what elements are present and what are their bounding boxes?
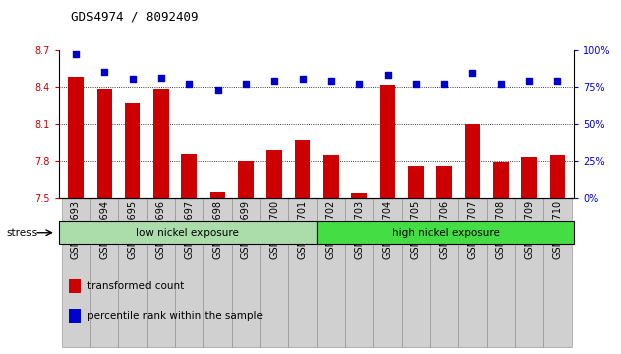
Bar	[379, 85, 396, 198]
Bar	[68, 77, 84, 198]
Bar	[175, 198, 204, 347]
Bar	[210, 192, 225, 198]
Bar	[125, 103, 140, 198]
Bar	[62, 198, 90, 347]
Bar	[317, 198, 345, 347]
Point	[99, 69, 109, 75]
Bar	[515, 198, 543, 347]
Bar	[204, 198, 232, 347]
Point	[156, 75, 166, 81]
Bar	[543, 198, 571, 347]
Bar	[260, 198, 288, 347]
Bar	[351, 193, 367, 198]
Bar	[317, 221, 574, 244]
Point	[297, 76, 307, 82]
Bar	[408, 166, 424, 198]
Text: percentile rank within the sample: percentile rank within the sample	[88, 311, 263, 321]
Bar	[437, 166, 452, 198]
Bar	[147, 198, 175, 347]
Bar	[493, 162, 509, 198]
Bar	[90, 198, 119, 347]
Bar	[430, 198, 458, 347]
Point	[354, 81, 364, 87]
Point	[383, 72, 392, 78]
Bar	[487, 198, 515, 347]
Bar	[521, 157, 537, 198]
Bar	[119, 198, 147, 347]
Point	[184, 81, 194, 87]
Bar	[70, 309, 81, 323]
Bar	[153, 89, 169, 198]
Point	[524, 78, 534, 84]
Bar	[238, 161, 254, 198]
Bar	[295, 140, 310, 198]
Bar	[458, 198, 487, 347]
Bar	[266, 150, 282, 198]
Point	[496, 81, 505, 87]
Point	[468, 70, 478, 76]
Bar	[345, 198, 373, 347]
Text: low nickel exposure: low nickel exposure	[137, 228, 239, 238]
Point	[553, 78, 563, 84]
Point	[326, 78, 336, 84]
Point	[241, 81, 251, 87]
Point	[411, 81, 421, 87]
Text: GDS4974 / 8092409: GDS4974 / 8092409	[71, 11, 199, 24]
Bar	[323, 155, 338, 198]
Text: transformed count: transformed count	[88, 281, 184, 291]
Point	[128, 76, 138, 82]
Bar	[465, 124, 480, 198]
Text: stress: stress	[6, 228, 37, 238]
Bar	[402, 198, 430, 347]
Bar	[70, 279, 81, 293]
Bar	[550, 155, 565, 198]
Bar	[288, 198, 317, 347]
Point	[71, 51, 81, 57]
Bar	[96, 89, 112, 198]
Bar	[232, 198, 260, 347]
Point	[270, 78, 279, 84]
Point	[439, 81, 449, 87]
Bar	[181, 154, 197, 198]
Bar	[373, 198, 402, 347]
Text: high nickel exposure: high nickel exposure	[392, 228, 499, 238]
Point	[212, 87, 222, 92]
Bar	[59, 221, 317, 244]
